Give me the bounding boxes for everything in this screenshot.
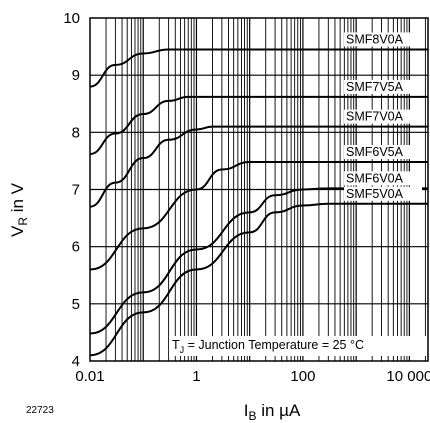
annotation-background [169, 336, 426, 356]
plot-frame [89, 17, 429, 362]
series-label: SMF5V0A [346, 187, 404, 201]
series-label: SMF7V5A [346, 80, 404, 94]
figure-id: 22723 [26, 405, 54, 416]
series-label: SMF7V0A [346, 110, 404, 124]
series-line [89, 95, 428, 156]
x-tick-label: 0.01 [75, 368, 104, 385]
y-axis-label: VR in V [8, 182, 30, 237]
series-label: SMF8V0A [346, 32, 404, 46]
tick-labels: 0.01 1 100 10 000 4 5 6 7 8 9 10 [63, 10, 430, 385]
series-labels: SMF8V0A SMF7V5A SMF7V0A SMF6V5A SMF6V0A SMF5V… [346, 32, 404, 200]
y-tick-label: 6 [72, 239, 80, 256]
series-line [89, 202, 428, 357]
series-label-bg [344, 109, 422, 124]
series-label: SMF6V5A [346, 145, 404, 159]
series-line [89, 125, 428, 208]
y-tick-label: 8 [72, 124, 80, 141]
y-tick-label: 7 [72, 182, 80, 199]
curve-lines [89, 48, 428, 357]
x-tick-label: 1 [192, 368, 200, 385]
series-line [89, 48, 428, 88]
series-label-bg [344, 32, 422, 47]
series-line [89, 161, 428, 271]
y-tick-label: 5 [72, 296, 80, 313]
x-axis-label: IB in µA [244, 401, 301, 423]
series-label-bg [344, 171, 422, 186]
series-label-bg [344, 145, 422, 160]
series-line [89, 187, 428, 335]
x-tick-label: 10 000 [386, 368, 430, 385]
temperature-annotation: TJ = Junction Temperature = 25 °C [172, 338, 364, 355]
x-tick-label: 100 [290, 368, 315, 385]
series-label-bg [344, 186, 422, 201]
series-label: SMF6V0A [346, 171, 404, 185]
label-backgrounds [344, 32, 422, 201]
y-tick-label: 4 [72, 353, 80, 370]
y-tick-label: 10 [63, 10, 80, 27]
series-label-bg [344, 79, 422, 94]
y-tick-label: 9 [72, 67, 80, 84]
